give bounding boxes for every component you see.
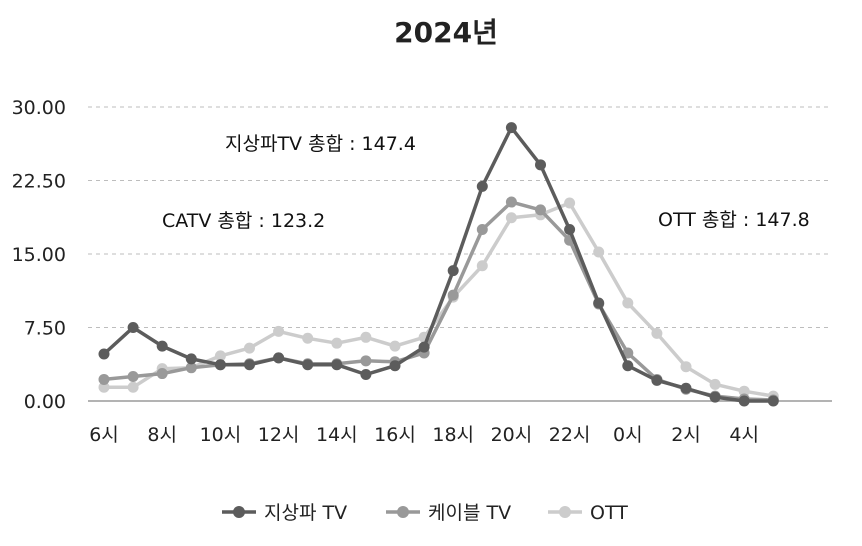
legend-swatch-marker (233, 506, 245, 518)
series-0 (98, 122, 779, 407)
data-point (447, 289, 459, 301)
data-point (447, 265, 459, 277)
data-point (535, 159, 546, 171)
data-point (331, 359, 343, 371)
data-point (535, 204, 546, 216)
x-tick-label: 4시 (729, 424, 759, 446)
data-point (593, 297, 605, 309)
data-point (156, 368, 168, 380)
legend-item: OTT (548, 502, 628, 524)
data-point (273, 325, 285, 337)
legend-swatch-marker (397, 506, 409, 518)
data-point (738, 395, 750, 407)
data-point (651, 327, 663, 339)
y-tick-label: 30.00 (12, 97, 66, 119)
legend-label: 케이블 TV (428, 502, 511, 524)
x-tick-label: 14시 (316, 424, 358, 446)
data-point (593, 246, 605, 258)
data-point (476, 260, 488, 272)
legend-label: 지상파 TV (264, 502, 347, 524)
annotation-catv-total: CATV 총합 : 123.2 (162, 210, 325, 232)
data-point (651, 374, 663, 386)
data-point (476, 180, 488, 192)
data-point (302, 332, 314, 344)
data-point (360, 369, 372, 381)
data-point (273, 352, 285, 364)
data-point (98, 381, 110, 393)
data-point (564, 224, 576, 235)
data-point (214, 359, 226, 371)
x-tick-label: 6시 (89, 424, 119, 446)
y-tick-label: 0.00 (24, 391, 66, 413)
data-point (127, 371, 139, 382)
legend-swatch-marker (559, 506, 571, 518)
data-point (767, 395, 779, 407)
x-tick-label: 22시 (549, 424, 591, 446)
data-point (331, 337, 343, 349)
data-point (127, 381, 139, 393)
annotation-terrestrial-total: 지상파TV 총합 : 147.4 (225, 133, 416, 155)
data-point (622, 360, 634, 372)
data-point (709, 391, 721, 403)
data-point (738, 385, 750, 397)
data-point (244, 359, 255, 371)
data-point (389, 360, 401, 372)
data-point (680, 361, 692, 373)
y-axis-ticks: 0.00 7.50 15.00 22.50 30.00 (12, 97, 66, 413)
data-point (360, 355, 372, 367)
data-point (680, 382, 692, 394)
x-tick-label: 10시 (200, 424, 242, 446)
legend: 지상파 TV 케이블 TV OTT (222, 502, 628, 524)
x-axis-ticks: 6시 8시 10시 12시 14시 16시 18시 20시 22시 0시 2시 4시 (89, 424, 759, 446)
data-point (389, 340, 401, 352)
data-point (185, 353, 197, 365)
x-tick-label: 12시 (258, 424, 300, 446)
data-point (564, 197, 576, 209)
data-point (214, 350, 226, 362)
data-point (185, 362, 197, 374)
data-point (302, 359, 314, 371)
y-tick-label: 7.50 (24, 318, 66, 340)
legend-label: OTT (590, 502, 628, 524)
x-tick-label: 20시 (491, 424, 533, 446)
data-point (476, 224, 488, 235)
data-point (98, 373, 110, 385)
data-point (98, 348, 110, 360)
annotation-ott-total: OTT 총합 : 147.8 (658, 209, 810, 231)
data-point (709, 378, 721, 390)
x-tick-label: 2시 (671, 424, 701, 446)
data-point (622, 297, 634, 309)
data-point (505, 196, 517, 208)
x-tick-label: 18시 (432, 424, 474, 446)
legend-item: 지상파 TV (222, 502, 347, 524)
series-line (102, 125, 774, 403)
data-point (505, 212, 517, 224)
data-point (244, 342, 255, 354)
y-tick-label: 22.50 (12, 171, 66, 193)
data-point (156, 340, 168, 352)
y-tick-label: 15.00 (12, 244, 66, 266)
data-point (418, 341, 430, 353)
series-lines (98, 122, 779, 407)
data-point (127, 322, 139, 333)
data-point (505, 122, 517, 134)
x-tick-label: 8시 (147, 424, 177, 446)
x-tick-label: 16시 (374, 424, 416, 446)
data-point (360, 331, 372, 343)
legend-item: 케이블 TV (386, 502, 511, 524)
x-tick-label: 0시 (613, 424, 643, 446)
chart-title: 2024년 (394, 16, 498, 49)
